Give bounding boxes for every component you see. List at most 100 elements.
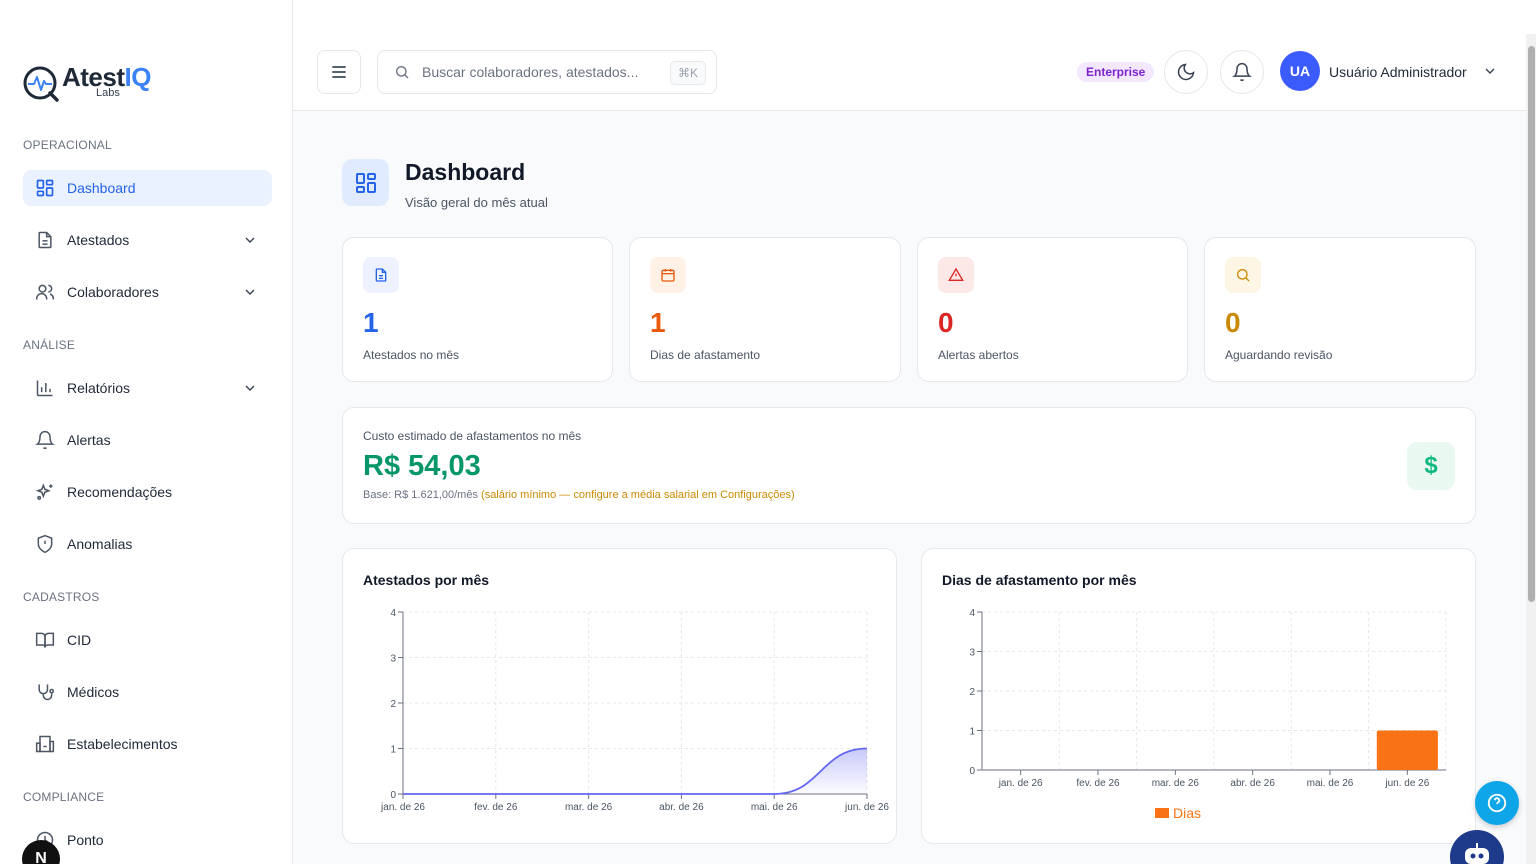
cost-config-note[interactable]: (salário mínimo — configure a média sala… xyxy=(481,489,795,501)
notifications-button[interactable] xyxy=(1220,50,1264,94)
sidebar-item-label: Médicos xyxy=(67,684,120,700)
stethoscope-icon xyxy=(35,682,55,702)
page-subtitle: Visão geral do mês atual xyxy=(405,195,548,210)
x-tick-label: mai. de 26 xyxy=(751,802,798,813)
chevron-down-icon[interactable] xyxy=(1482,63,1498,79)
cost-value: R$ 54,03 xyxy=(363,450,481,482)
users-icon xyxy=(35,282,55,302)
chevron-down-icon[interactable] xyxy=(242,284,258,300)
sidebar-item-medicos[interactable]: Médicos xyxy=(23,674,272,710)
kpi-label: Aguardando revisão xyxy=(1225,348,1333,362)
sidebar-item-anomalias[interactable]: Anomalias xyxy=(23,526,272,562)
sidebar-item-label: Dashboard xyxy=(67,180,136,196)
help-button[interactable] xyxy=(1475,781,1519,825)
x-tick-label: mai. de 26 xyxy=(1307,778,1354,789)
chevron-down-icon[interactable] xyxy=(242,380,258,396)
search-icon xyxy=(1225,257,1261,293)
menu-toggle-button[interactable] xyxy=(317,50,361,94)
help-circle-icon xyxy=(1487,793,1507,813)
avatar[interactable]: UA xyxy=(1280,51,1320,91)
dollar-icon: $ xyxy=(1407,442,1455,490)
kpi-card-dias: 1 Dias de afastamento xyxy=(629,237,901,382)
sidebar-item-label: Estabelecimentos xyxy=(67,736,178,752)
search-icon xyxy=(396,66,409,79)
chart-card-atestados: Atestados por mês 0 1 2 3 4 jan. de 26 fev. de… xyxy=(342,548,897,844)
sidebar-item-estabelecimentos[interactable]: Estabelecimentos xyxy=(23,726,272,762)
page-scrollbar[interactable] xyxy=(1526,34,1536,864)
sidebar-item-atestados[interactable]: Atestados xyxy=(23,222,272,258)
user-name[interactable]: Usuário Administrador xyxy=(1329,64,1467,80)
sidebar-item-label: Alertas xyxy=(67,432,111,448)
sidebar-item-dashboard[interactable]: Dashboard xyxy=(23,170,272,206)
x-tick-label: abr. de 26 xyxy=(659,802,704,813)
sidebar-item-relatorios[interactable]: Relatórios xyxy=(23,370,272,406)
kpi-value: 0 xyxy=(1225,307,1241,338)
dias-bar-chart: 0 1 2 3 4 jan. de 26 fev. de 26 mar. de 26 abr. … xyxy=(969,608,1447,789)
main-content: Dashboard Visão geral do mês atual 1 Ate… xyxy=(293,111,1526,864)
search-placeholder: Buscar colaboradores, atestados... xyxy=(422,64,639,80)
search-input[interactable]: Buscar colaboradores, atestados... ⌘K xyxy=(377,50,717,94)
section-title-operacional: OPERACIONAL xyxy=(23,138,112,152)
chart-legend: Dias xyxy=(1155,805,1201,821)
kpi-value: 1 xyxy=(650,307,666,338)
legend-label: Dias xyxy=(1173,805,1202,821)
kpi-label: Alertas abertos xyxy=(938,348,1019,362)
logo-text: AtestIQ Labs xyxy=(62,64,151,99)
sidebar-item-label: CID xyxy=(67,632,92,648)
sidebar: AtestIQ Labs OPERACIONAL Dashboard Atest… xyxy=(0,0,293,864)
atestados-line-chart: 0 1 2 3 4 jan. de 26 fev. de 26 mar. de 26 abr. … xyxy=(380,608,889,813)
x-tick-label: fev. de 26 xyxy=(1076,778,1120,789)
top-header: Buscar colaboradores, atestados... ⌘K En… xyxy=(293,34,1536,111)
sidebar-item-label: Relatórios xyxy=(67,380,131,396)
x-tick-label: jun. de 26 xyxy=(844,802,889,813)
kpi-value: 0 xyxy=(938,307,954,338)
sidebar-item-cid[interactable]: CID xyxy=(23,622,272,658)
bar-chart-icon xyxy=(35,378,55,398)
y-tick-label: 4 xyxy=(390,608,396,619)
robot-icon xyxy=(1465,843,1489,864)
chevron-down-icon[interactable] xyxy=(242,232,258,248)
logo[interactable]: AtestIQ Labs xyxy=(22,64,151,102)
x-tick-label: jan. de 26 xyxy=(380,802,425,813)
x-tick-label: mar. de 26 xyxy=(565,802,613,813)
shield-alert-icon xyxy=(35,534,55,554)
y-tick-label: 0 xyxy=(390,790,396,801)
menu-icon xyxy=(332,66,346,78)
search-shortcut-hint: ⌘K xyxy=(669,61,706,85)
logo-brand: AtestIQ xyxy=(62,64,151,90)
book-open-icon xyxy=(35,630,55,650)
y-tick-label: 3 xyxy=(390,654,396,665)
chart-card-dias: Dias de afastamento por mês 0 1 2 3 4 jan. de… xyxy=(921,548,1476,844)
kpi-label: Dias de afastamento xyxy=(650,348,761,362)
sidebar-item-alertas[interactable]: Alertas xyxy=(23,422,272,458)
y-tick-label: 0 xyxy=(969,766,975,777)
page-title: Dashboard xyxy=(405,159,526,185)
x-tick-label: mar. de 26 xyxy=(1152,778,1200,789)
sidebar-item-label: Colaboradores xyxy=(67,284,159,300)
area-fill xyxy=(403,748,867,794)
kpi-value: 1 xyxy=(363,307,379,338)
dashboard-icon xyxy=(35,178,55,198)
theme-toggle-button[interactable] xyxy=(1164,50,1208,94)
file-text-icon xyxy=(363,257,399,293)
x-tick-label: abr. de 26 xyxy=(1230,778,1275,789)
cost-title: Custo estimado de afastamentos no mês xyxy=(363,429,582,443)
x-tick-label: jan. de 26 xyxy=(998,778,1043,789)
logo-brand-accent: IQ xyxy=(124,62,152,92)
y-tick-label: 4 xyxy=(969,608,975,619)
sidebar-item-colaboradores[interactable]: Colaboradores xyxy=(23,274,272,310)
dashboard-icon xyxy=(342,159,389,206)
bell-icon xyxy=(1232,62,1252,82)
sidebar-item-label: Atestados xyxy=(67,232,130,248)
building-icon xyxy=(35,734,55,754)
sidebar-item-label: Ponto xyxy=(67,832,104,848)
scrollbar-thumb[interactable] xyxy=(1528,46,1535,602)
x-tick-label: jun. de 26 xyxy=(1384,778,1429,789)
sidebar-item-ponto[interactable]: Ponto xyxy=(23,822,272,858)
dev-tools-badge[interactable]: N xyxy=(22,840,60,864)
kpi-label: Atestados no mês xyxy=(363,348,460,362)
y-tick-label: 2 xyxy=(969,687,975,698)
sidebar-item-recomendacoes[interactable]: Recomendações xyxy=(23,474,272,510)
y-tick-label: 2 xyxy=(390,699,396,710)
